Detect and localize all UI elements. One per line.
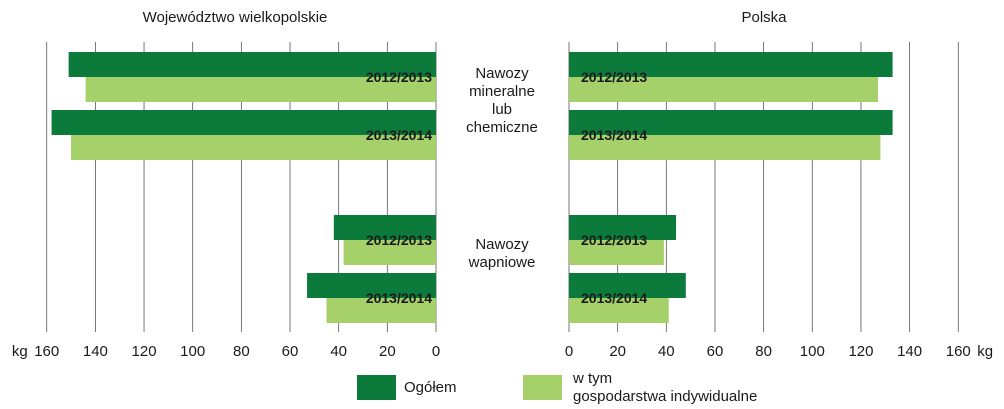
tick-label-right: 60 (707, 343, 724, 360)
tick-label-left: 20 (379, 343, 396, 360)
period-label: 2012/2013 (581, 232, 647, 248)
tick-label-left: 140 (83, 343, 108, 360)
bar-wielkopolskie-ogolem (51, 110, 436, 135)
tick-label-right: 20 (609, 343, 626, 360)
tick-label-right: 140 (897, 343, 922, 360)
tick-label-right: 160 (946, 343, 971, 360)
group-label: lub (492, 101, 512, 118)
bars (51, 52, 893, 323)
tick-label-left: 100 (180, 343, 205, 360)
bar-polska-indywidualne (569, 77, 878, 102)
legend-label: gospodarstwa indywidualne (573, 388, 757, 405)
bar-polska-indywidualne (569, 240, 664, 265)
bar-wielkopolskie-ogolem (307, 273, 436, 298)
period-label: 2013/2014 (366, 127, 432, 143)
group-labels: NawozymineralnelubchemiczneNawozywapniow… (466, 65, 538, 271)
period-label: 2013/2014 (581, 127, 647, 143)
bar-wielkopolskie-indywidualne (343, 240, 436, 265)
axis-ticks: 0 0 20 20 40 40 60 60 80 80 100 100 120 120 140 140 160 1… (12, 343, 993, 360)
tick-label-left: 60 (282, 343, 299, 360)
group-label: mineralne (469, 83, 535, 100)
bar-wielkopolskie-indywidualne (326, 298, 436, 323)
group-label: chemiczne (466, 119, 538, 136)
legend-label: Ogółem (404, 379, 457, 396)
bar-polska-ogolem (569, 273, 686, 298)
period-label: 2012/2013 (581, 69, 647, 85)
bar-labels: 2012/2013 2012/2013 2013/2014 2013/2014 2012… (366, 69, 648, 306)
bar-wielkopolskie-ogolem (68, 52, 436, 77)
bar-wielkopolskie-indywidualne (85, 77, 436, 102)
bar-polska-indywidualne (569, 135, 881, 160)
bar-polska-indywidualne (569, 298, 669, 323)
panel-title-wielkopolskie: Województwo wielkopolskie (143, 9, 328, 26)
legend-label: w tym (572, 370, 612, 387)
bar-polska-ogolem (569, 215, 677, 240)
bar-polska-ogolem (569, 52, 893, 77)
axis-unit-right: kg (977, 343, 993, 360)
tick-label-left: 160 (34, 343, 59, 360)
tick-label-left: 0 (432, 343, 440, 360)
bar-polska-ogolem (569, 110, 893, 135)
tick-label-right: 80 (755, 343, 772, 360)
period-label: 2013/2014 (366, 290, 432, 306)
period-label: 2013/2014 (581, 290, 647, 306)
tick-label-right: 0 (565, 343, 573, 360)
legend-swatch (357, 375, 396, 400)
tick-label-left: 80 (233, 343, 250, 360)
group-label: wapniowe (468, 254, 536, 271)
tick-label-left: 40 (330, 343, 347, 360)
group-label: Nawozy (475, 236, 529, 253)
tick-label-right: 120 (848, 343, 873, 360)
group-label: Nawozy (475, 65, 529, 82)
bar-wielkopolskie-indywidualne (71, 135, 437, 160)
tick-label-left: 120 (132, 343, 157, 360)
axis-unit-left: kg (12, 343, 28, 360)
panel-title-polska: Polska (741, 9, 787, 26)
period-label: 2012/2013 (366, 69, 432, 85)
period-label: 2012/2013 (366, 232, 432, 248)
legend-swatch (523, 375, 562, 400)
tick-label-right: 100 (800, 343, 825, 360)
bar-wielkopolskie-ogolem (333, 215, 436, 240)
tick-label-right: 40 (658, 343, 675, 360)
